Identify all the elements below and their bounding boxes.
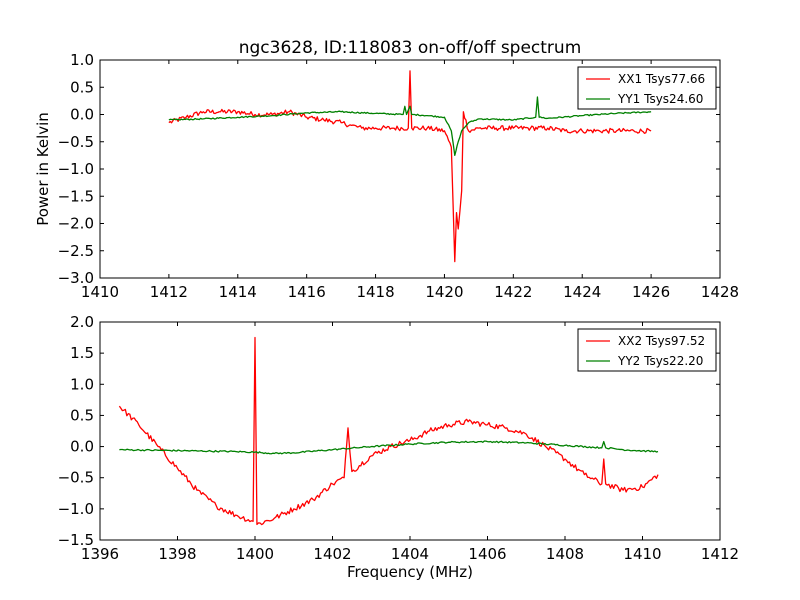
y-tick-label: 1.0 — [70, 375, 94, 393]
series-line-2-1 — [118, 336, 659, 526]
y-axis-label: Power in Kelvin — [34, 112, 52, 226]
x-tick-label: 1402 — [313, 545, 351, 563]
x-tick-label: 1422 — [494, 283, 532, 301]
x-tick-label: 1396 — [81, 545, 119, 563]
y-tick-label: 1.5 — [70, 344, 94, 362]
y-tick-label: 0.0 — [70, 438, 94, 456]
x-tick-label: 1404 — [391, 545, 429, 563]
y-tick-label: −1.5 — [58, 531, 94, 549]
y-tick-label: 0.0 — [70, 106, 94, 124]
y-tick-label: −1.0 — [58, 500, 94, 518]
x-tick-label: 1426 — [632, 283, 670, 301]
series-line-2-2 — [119, 440, 659, 455]
plot-panel-2: 1396 1398 1400 1402 1404 1406 1408 1410 1412 2.0 1… — [58, 313, 740, 563]
y-tick-label: −2.5 — [58, 242, 94, 260]
x-axis-label: Frequency (MHz) — [347, 563, 473, 581]
x-tick-label: 1410 — [81, 283, 119, 301]
x-tick-label: 1424 — [563, 283, 601, 301]
y-tick-label: 2.0 — [70, 313, 94, 331]
x-tick-label: 1420 — [425, 283, 463, 301]
y-tick-label: 0.5 — [70, 78, 94, 96]
x-tick-label: 1410 — [623, 545, 661, 563]
x-tick-label: 1428 — [701, 283, 739, 301]
legend-entry: XX1 Tsys77.66 — [618, 72, 705, 86]
x-tick-label: 1406 — [468, 545, 506, 563]
x-tick-label: 1412 — [701, 545, 739, 563]
x-tick-label: 1400 — [236, 545, 274, 563]
series-line-1-1 — [168, 70, 652, 263]
legend-1: XX1 Tsys77.66 YY1 Tsys24.60 — [577, 66, 717, 110]
y-tick-label: 0.5 — [70, 406, 94, 424]
y-tick-label: −1.5 — [58, 187, 94, 205]
chart-title: ngc3628, ID:118083 on-off/off spectrum — [239, 38, 582, 58]
legend-entry: YY1 Tsys24.60 — [617, 92, 703, 106]
y-tick-label: 1.0 — [70, 51, 94, 69]
y-tick-label: −3.0 — [58, 269, 94, 287]
series-line-1-2 — [168, 96, 652, 157]
plot-panel-1: 1410 1412 1414 1416 1418 1420 1422 1424 1426 1428… — [58, 51, 740, 301]
legend-2: XX2 Tsys97.52 YY2 Tsys22.20 — [577, 328, 717, 372]
x-tick-label: 1414 — [219, 283, 257, 301]
legend-entry: YY2 Tsys22.20 — [617, 354, 703, 368]
y-tick-label: −2.0 — [58, 215, 94, 233]
x-tick-label: 1418 — [356, 283, 394, 301]
x-tick-label: 1398 — [158, 545, 196, 563]
plot-panels: 1410 1412 1414 1416 1418 1420 1422 1424 1426 1428… — [58, 51, 740, 563]
legend-entry: XX2 Tsys97.52 — [618, 334, 705, 348]
x-tick-label: 1412 — [150, 283, 188, 301]
x-tick-label: 1408 — [546, 545, 584, 563]
y-tick-label: −0.5 — [58, 469, 94, 487]
y-tick-label: −0.5 — [58, 133, 94, 151]
y-tick-label: −1.0 — [58, 160, 94, 178]
x-tick-label: 1416 — [288, 283, 326, 301]
